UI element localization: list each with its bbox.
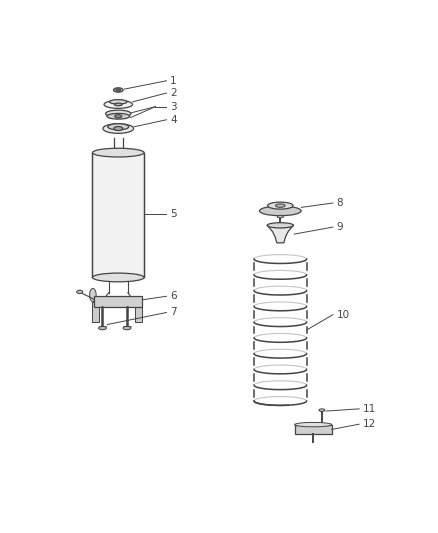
Ellipse shape [115, 115, 122, 118]
Ellipse shape [107, 114, 130, 119]
Text: 1: 1 [170, 76, 177, 86]
Text: 12: 12 [363, 419, 376, 429]
Text: 11: 11 [363, 404, 376, 414]
Text: 9: 9 [336, 222, 343, 232]
Ellipse shape [114, 103, 122, 106]
Text: 6: 6 [170, 291, 177, 301]
Ellipse shape [294, 423, 332, 427]
Ellipse shape [99, 326, 106, 330]
Ellipse shape [319, 409, 325, 411]
Ellipse shape [110, 100, 127, 104]
Ellipse shape [276, 204, 285, 207]
Ellipse shape [277, 215, 283, 218]
Bar [92, 302, 99, 322]
Ellipse shape [268, 202, 293, 209]
Bar [92, 152, 144, 278]
Text: 10: 10 [336, 310, 350, 320]
Ellipse shape [116, 89, 120, 91]
Bar [135, 302, 142, 322]
Ellipse shape [90, 288, 96, 302]
Ellipse shape [92, 148, 144, 157]
Ellipse shape [92, 273, 144, 282]
Ellipse shape [259, 206, 301, 216]
Ellipse shape [103, 124, 134, 133]
Ellipse shape [113, 88, 123, 92]
Text: 3: 3 [170, 102, 177, 111]
Polygon shape [267, 225, 293, 243]
Ellipse shape [106, 110, 131, 117]
Bar [94, 296, 142, 307]
Ellipse shape [108, 124, 129, 130]
Ellipse shape [267, 223, 293, 228]
Text: 5: 5 [170, 209, 177, 219]
Ellipse shape [77, 290, 83, 294]
Text: 4: 4 [170, 115, 177, 125]
Text: 8: 8 [336, 198, 343, 208]
Text: 2: 2 [170, 88, 177, 98]
Ellipse shape [104, 101, 132, 108]
Text: 7: 7 [170, 308, 177, 318]
Ellipse shape [123, 326, 131, 330]
Ellipse shape [114, 126, 123, 131]
Bar [294, 425, 332, 434]
